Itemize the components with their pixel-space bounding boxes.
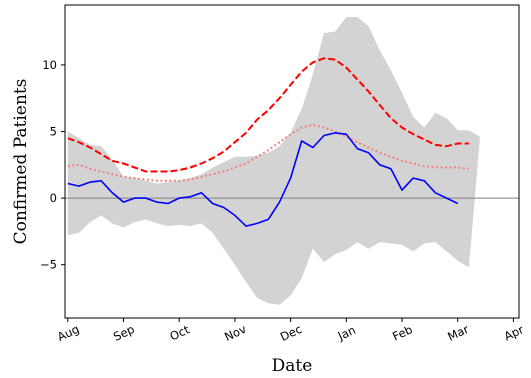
x-tick-label: Apr	[502, 322, 526, 343]
x-tick-label: Dec	[278, 322, 304, 344]
y-tick-label: 5	[50, 125, 57, 139]
series-line-1	[67, 57, 469, 173]
x-tick-label: Oct	[168, 322, 192, 343]
band-area	[67, 17, 481, 305]
confidence-band	[67, 17, 481, 305]
series-line-3	[67, 132, 459, 227]
y-tick-label: −5	[40, 258, 57, 272]
y-axis-label: Confirmed Patients	[11, 79, 31, 245]
x-tick-label: Sep	[111, 322, 137, 344]
x-tick-label: Feb	[390, 322, 414, 343]
x-tick-label: Aug	[55, 322, 81, 344]
x-tick-label: Mar	[445, 322, 471, 344]
x-tick-label: Jan	[335, 323, 358, 344]
x-axis-label: Date	[272, 356, 313, 376]
y-axis-ticks: −5 0 5 10	[40, 58, 65, 272]
x-tick-label: Nov	[222, 322, 248, 344]
series-line-2	[67, 123, 470, 182]
y-tick-label: 0	[50, 191, 57, 205]
series-lines	[67, 57, 470, 227]
plot-frame	[64, 4, 520, 319]
x-axis-ticks: Aug Sep Oct Nov Dec Jan Feb Mar Apr	[55, 318, 526, 344]
y-tick-label: 10	[42, 58, 57, 72]
